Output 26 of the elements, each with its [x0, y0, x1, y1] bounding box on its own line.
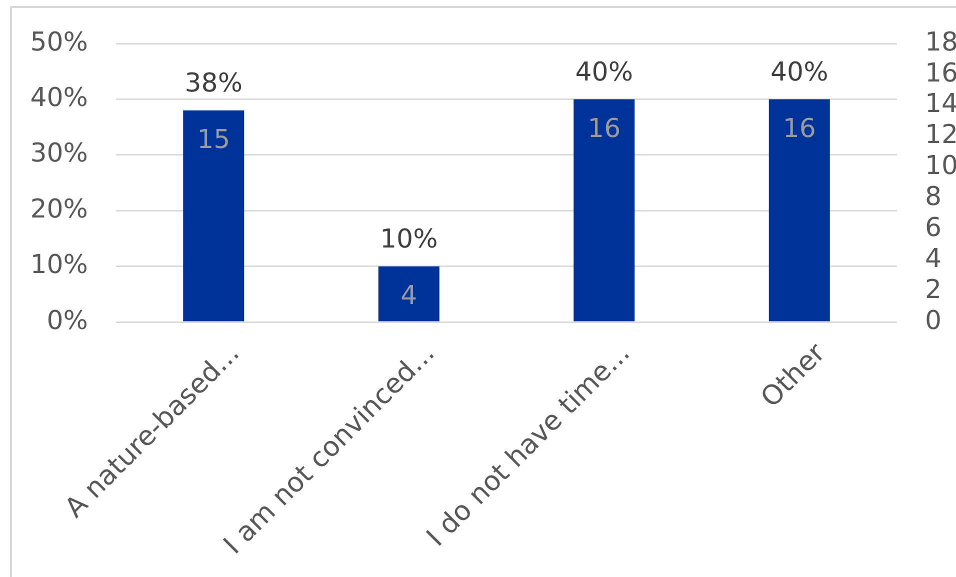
data-label: 40% [575, 57, 634, 88]
y-tick-label: 10% [30, 250, 88, 280]
y-tick-label: 50% [30, 27, 88, 58]
y-tick-label: 0% [46, 306, 88, 336]
data-label: 40% [770, 57, 828, 88]
y-tick-label: 20% [30, 194, 88, 224]
annotation: 16 [782, 114, 816, 144]
y2-tick-label: 4 [925, 244, 942, 274]
annotation: 15 [197, 125, 230, 156]
bar [378, 266, 440, 322]
y2-tick-label: 0 [925, 306, 942, 336]
y-tick-label: 40% [30, 83, 88, 114]
y2-tick-label: 2 [925, 274, 942, 305]
annotation: 16 [588, 114, 621, 144]
bar [183, 110, 244, 322]
data-label: 10% [380, 224, 438, 254]
data-label: 38% [184, 68, 243, 98]
bar [574, 99, 635, 322]
y2-tick-label: 12 [925, 120, 956, 150]
annotation: 4 [400, 281, 418, 312]
y2-tick-label: 10 [925, 151, 956, 182]
y2-tick-label: 18 [925, 27, 956, 58]
bar [768, 99, 830, 322]
y-tick-label: 30% [30, 138, 88, 169]
y2-tick-label: 8 [925, 182, 942, 212]
y2-tick-label: 6 [925, 212, 942, 243]
